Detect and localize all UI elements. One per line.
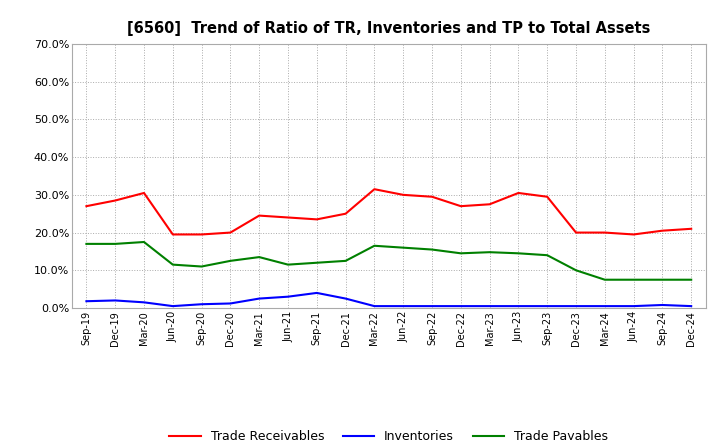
Trade Payables <box>111 241 120 246</box>
Inventories <box>572 304 580 309</box>
Trade Receivables <box>399 192 408 198</box>
Inventories <box>226 301 235 306</box>
Inventories <box>658 302 667 308</box>
Trade Payables <box>255 254 264 260</box>
Trade Receivables <box>140 191 148 196</box>
Trade Payables <box>687 277 696 282</box>
Inventories <box>197 301 206 307</box>
Trade Receivables <box>629 232 638 237</box>
Inventories <box>284 294 292 299</box>
Trade Payables <box>600 277 609 282</box>
Title: [6560]  Trend of Ratio of TR, Inventories and TP to Total Assets: [6560] Trend of Ratio of TR, Inventories… <box>127 21 650 36</box>
Trade Payables <box>284 262 292 267</box>
Trade Payables <box>629 277 638 282</box>
Inventories <box>111 298 120 303</box>
Trade Receivables <box>687 226 696 231</box>
Inventories <box>168 304 177 309</box>
Trade Payables <box>370 243 379 249</box>
Trade Payables <box>168 262 177 267</box>
Inventories <box>428 304 436 309</box>
Trade Receivables <box>255 213 264 218</box>
Trade Payables <box>456 251 465 256</box>
Trade Receivables <box>485 202 494 207</box>
Inventories <box>514 304 523 309</box>
Inventories <box>687 304 696 309</box>
Trade Payables <box>312 260 321 265</box>
Trade Payables <box>658 277 667 282</box>
Trade Payables <box>514 251 523 256</box>
Line: Inventories: Inventories <box>86 293 691 306</box>
Trade Payables <box>226 258 235 264</box>
Trade Receivables <box>341 211 350 216</box>
Trade Payables <box>572 268 580 273</box>
Trade Receivables <box>197 232 206 237</box>
Trade Payables <box>140 239 148 245</box>
Trade Receivables <box>456 204 465 209</box>
Trade Receivables <box>572 230 580 235</box>
Inventories <box>255 296 264 301</box>
Inventories <box>629 304 638 309</box>
Trade Receivables <box>543 194 552 199</box>
Trade Receivables <box>600 230 609 235</box>
Trade Payables <box>485 249 494 255</box>
Trade Payables <box>399 245 408 250</box>
Inventories <box>312 290 321 296</box>
Line: Trade Payables: Trade Payables <box>86 242 691 280</box>
Inventories <box>485 304 494 309</box>
Legend: Trade Receivables, Inventories, Trade Payables: Trade Receivables, Inventories, Trade Pa… <box>164 425 613 440</box>
Trade Receivables <box>284 215 292 220</box>
Inventories <box>456 304 465 309</box>
Trade Payables <box>197 264 206 269</box>
Inventories <box>140 300 148 305</box>
Inventories <box>341 296 350 301</box>
Inventories <box>82 299 91 304</box>
Trade Receivables <box>168 232 177 237</box>
Trade Payables <box>82 241 91 246</box>
Trade Payables <box>543 253 552 258</box>
Inventories <box>600 304 609 309</box>
Inventories <box>543 304 552 309</box>
Trade Receivables <box>370 187 379 192</box>
Trade Receivables <box>82 204 91 209</box>
Trade Receivables <box>428 194 436 199</box>
Trade Receivables <box>514 191 523 196</box>
Trade Receivables <box>111 198 120 203</box>
Trade Receivables <box>226 230 235 235</box>
Trade Receivables <box>658 228 667 233</box>
Trade Payables <box>428 247 436 252</box>
Inventories <box>370 304 379 309</box>
Inventories <box>399 304 408 309</box>
Trade Payables <box>341 258 350 264</box>
Line: Trade Receivables: Trade Receivables <box>86 189 691 235</box>
Trade Receivables <box>312 217 321 222</box>
